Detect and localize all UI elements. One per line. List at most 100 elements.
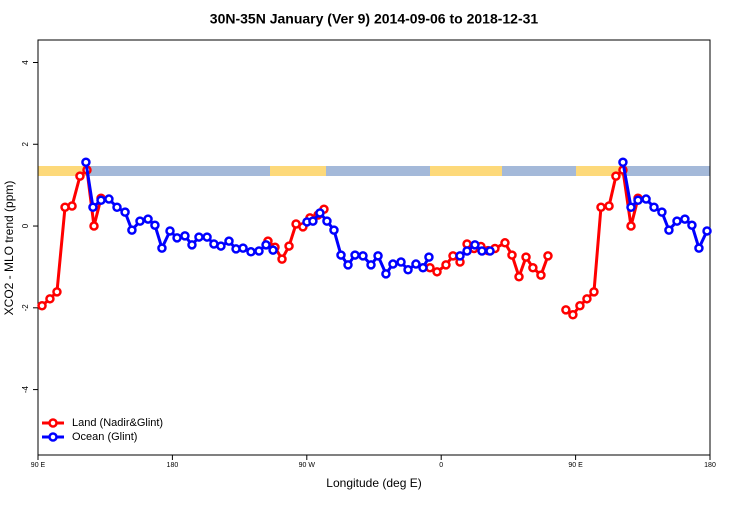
ocean-band [38,166,710,176]
data-point [626,221,636,231]
y-tick-label: -2 [21,304,30,312]
data-point [680,214,690,224]
data-point [528,262,538,273]
data-point [381,269,391,279]
data-point [633,195,643,206]
data-point [37,301,47,311]
legend: Land (Nadir&Glint) Ocean (Glint) [42,417,163,443]
data-point [336,250,346,260]
data-point [657,207,667,217]
data-point [568,310,578,320]
data-point [308,216,318,226]
data-point [284,241,294,251]
data-point [75,171,85,181]
data-point [96,195,106,206]
data-point [358,251,368,261]
data-point [664,225,674,235]
data-point [561,305,571,315]
x-tick-label: 90 W [299,462,316,469]
x-axis-label: Longitude (deg E) [326,476,421,490]
data-point [277,254,287,264]
data-point [194,232,204,242]
x-tick-label: 90 E [568,462,583,469]
land-ocean-strip [38,166,710,176]
data-point [216,241,226,251]
data-point [120,207,130,217]
x-tick-label: 180 [704,462,716,469]
data-point [432,267,442,277]
data-point [424,252,434,262]
data-point [315,208,325,218]
legend-label: Ocean (Glint) [72,431,137,443]
data-point [687,220,697,230]
data-point [702,226,712,236]
data-point [411,259,421,269]
land-band [270,166,326,176]
data-point [470,240,480,250]
data-point [127,225,137,235]
data-point [254,246,264,256]
data-point [672,216,682,226]
data-point [81,157,91,168]
data-point [477,246,487,256]
data-point [246,247,256,257]
data-point [514,271,524,282]
data-point [604,201,614,211]
data-point [366,260,376,270]
data-point [441,260,451,270]
data-point [165,226,175,236]
plot-frame [37,39,711,456]
data-point [224,236,234,246]
y-tick-label: 2 [21,141,30,146]
data-point [45,294,55,304]
data-point [536,270,546,280]
legend-marker [48,432,58,442]
data-point [403,265,413,275]
data-point [202,232,212,242]
legend-label: Land (Nadir&Glint) [72,417,163,429]
data-point [521,252,531,262]
data-point [396,257,406,267]
data-point [543,251,553,261]
data-point [88,202,98,212]
data-point [187,240,197,250]
data-point [373,251,383,261]
data-point [507,250,517,260]
data-point [322,216,332,226]
data-point [104,194,114,204]
land-band [430,166,502,176]
data-point [261,240,271,250]
data-point [418,262,428,273]
data-point [462,246,472,256]
data-point [575,301,585,311]
data-point [649,202,659,212]
data-point [143,214,153,224]
x-tick-label: 0 [439,462,443,469]
x-tick-label: 90 E [31,462,46,469]
data-point [180,231,190,241]
land-band [38,166,86,176]
data-point [343,260,353,270]
data-point [596,202,606,212]
land-band [576,166,622,176]
y-tick-label: 0 [21,223,30,228]
data-point [611,171,621,181]
data-point [67,201,77,211]
data-point [626,202,636,212]
data-point [589,287,599,297]
data-point [694,243,704,253]
series-line [41,167,103,307]
legend-marker [48,418,58,428]
data-point [112,202,122,212]
data-point [238,243,248,253]
data-point [388,259,398,269]
data-point [618,157,628,168]
data-point [157,243,167,253]
data-point [455,251,465,261]
data-point [641,194,651,204]
data-point [172,233,182,243]
data-point [350,250,360,260]
chart-title: 30N-35N January (Ver 9) 2014-09-06 to 20… [210,11,539,27]
data-point [52,287,62,297]
